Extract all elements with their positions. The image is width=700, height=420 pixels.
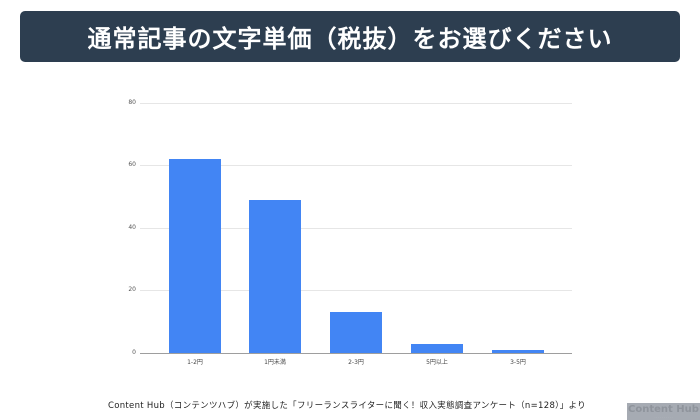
bar-5円以上 [411, 343, 463, 353]
y-tick-40: 40 [128, 224, 136, 231]
bar-1円未満 [249, 199, 301, 353]
logo-text: Content Hub [628, 403, 699, 415]
gridline-60 [140, 165, 572, 166]
title-banner: 通常記事の文字単価（税抜）をお選びください [20, 11, 680, 62]
bar-3-5円 [492, 349, 544, 353]
bar-2-3円 [330, 312, 382, 353]
gridline-40 [140, 228, 572, 229]
bar-1-2円 [169, 159, 221, 353]
x-tick-label: 2-3円 [348, 359, 364, 366]
x-tick-label: 1円未満 [264, 359, 286, 366]
gridline-80 [140, 103, 572, 104]
x-tick-label: 5円以上 [426, 359, 448, 366]
y-tick-0: 0 [132, 349, 136, 356]
x-tick-label: 3-5円 [510, 359, 526, 366]
gridline-20 [140, 290, 572, 291]
y-tick-80: 80 [128, 99, 136, 106]
source-note: Content Hub（コンテンツハブ）が実施した「フリーランスライターに聞く！… [108, 401, 586, 411]
x-tick-label: 1-2円 [187, 359, 203, 366]
logo-subtext: · · · · · · · · · · [654, 414, 673, 419]
y-tick-60: 60 [128, 161, 136, 168]
y-tick-20: 20 [128, 286, 136, 293]
chart-title: 通常記事の文字単価（税抜）をお選びください [87, 25, 613, 53]
x-axis-baseline [140, 353, 572, 354]
content-hub-logo: Content Hub · · · · · · · · · · [627, 403, 700, 420]
